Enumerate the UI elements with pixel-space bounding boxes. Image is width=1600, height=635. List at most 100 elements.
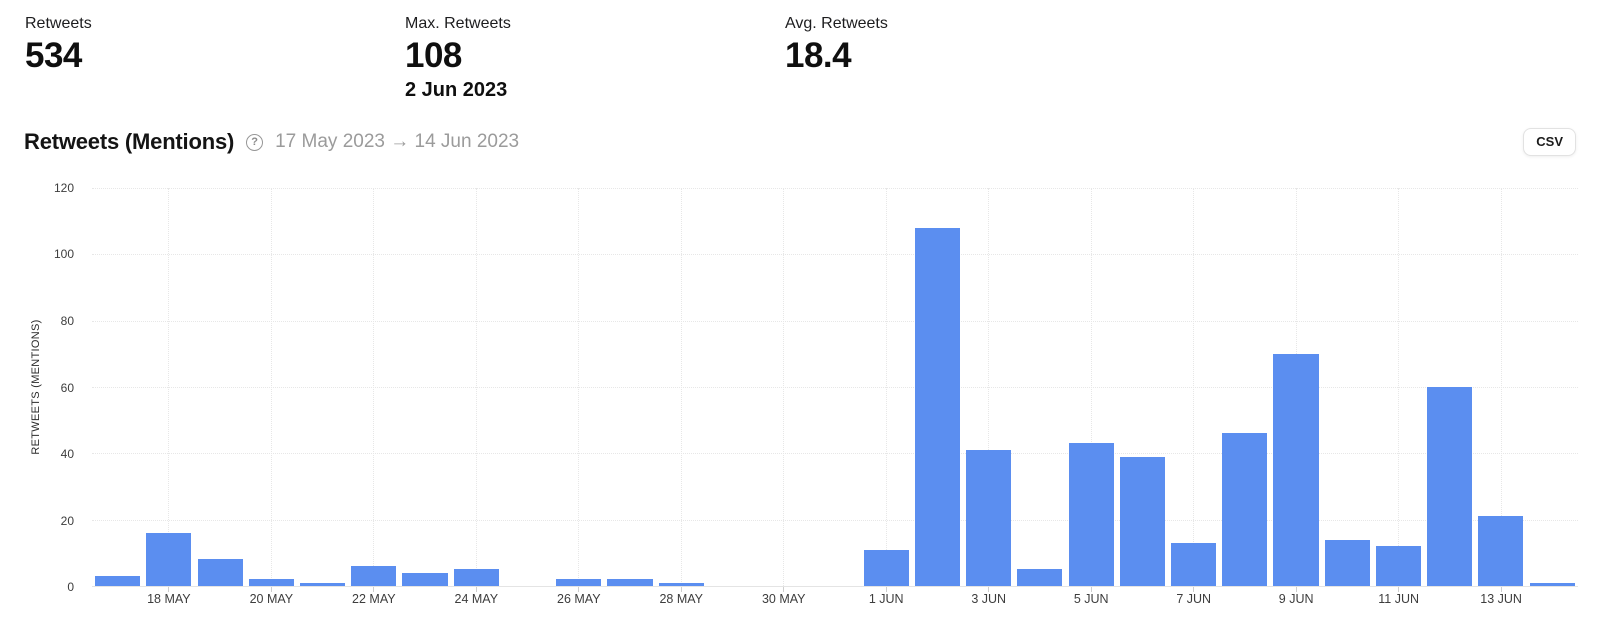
bar-20-may[interactable] — [248, 579, 294, 586]
bar-7-jun[interactable] — [1171, 542, 1217, 586]
plot-area — [92, 188, 1578, 592]
x-tick-label: 11 JUN — [1378, 592, 1420, 606]
x-tick-label: 18 MAY — [147, 592, 191, 606]
y-tick-label: 20 — [60, 513, 74, 528]
x-tick-mark — [578, 587, 580, 592]
v-gridline — [168, 188, 170, 586]
bar-10-jun[interactable] — [1324, 539, 1370, 586]
bar-slot-1-jun — [861, 188, 912, 586]
h-gridline — [92, 453, 1578, 455]
bar-8-jun[interactable] — [1222, 433, 1268, 586]
v-gridline — [475, 188, 477, 586]
bar-slot-12-jun — [1424, 188, 1475, 586]
bar-14-jun[interactable] — [1529, 582, 1575, 586]
bar-23-may[interactable] — [402, 572, 448, 586]
stat-sub-date: 2 Jun 2023 — [405, 79, 508, 102]
date-range: 17 May 2023 → 14 Jun 2023 — [275, 131, 520, 152]
bar-slot-3-jun — [963, 188, 1014, 586]
x-tick-mark — [373, 587, 375, 592]
h-gridline — [92, 387, 1578, 388]
bar-21-may[interactable] — [300, 582, 346, 586]
x-tick-label: 22 MAY — [352, 592, 396, 606]
bar-slot-6-jun — [1117, 188, 1168, 586]
h-gridline — [92, 254, 1578, 256]
bar-28-may[interactable] — [658, 582, 704, 586]
stat-label: Avg. Retweets — [785, 15, 888, 32]
bar-slot-2-jun — [912, 188, 963, 586]
bar-slot-22-may — [348, 188, 399, 586]
bar-18-may[interactable] — [146, 532, 192, 586]
bar-slot-8-jun — [1219, 188, 1270, 586]
v-gridline — [1193, 188, 1195, 586]
stat-avg-retweets: Avg. Retweets 18.4 — [785, 14, 1165, 103]
bar-slot-30-may — [758, 188, 809, 586]
bar-22-may[interactable] — [351, 566, 397, 586]
v-gridline — [578, 188, 580, 586]
stat-max-retweets: Max. Retweets 108 2 Jun 2023 — [405, 14, 785, 103]
chart-title: Retweets (Mentions) — [24, 129, 235, 154]
stat-value: 18.4 — [785, 36, 852, 76]
x-tick-label: 5 JUN — [1073, 592, 1109, 606]
bar-slot-18-may — [143, 188, 194, 586]
v-gridline — [885, 188, 887, 586]
bar-slot-14-jun — [1527, 188, 1578, 586]
stat-value: 108 — [405, 36, 462, 76]
y-tick-label: 80 — [60, 313, 74, 328]
bar-12-jun[interactable] — [1427, 387, 1473, 586]
bar-24-may[interactable] — [453, 569, 499, 586]
bar-slot-19-may — [194, 188, 245, 586]
x-tick-mark — [1090, 587, 1092, 592]
bar-slot-11-jun — [1373, 188, 1424, 586]
x-tick-label: 26 MAY — [557, 592, 601, 606]
bar-slot-10-jun — [1322, 188, 1373, 586]
csv-export-button[interactable]: CSV — [1523, 128, 1576, 156]
bar-17-may[interactable] — [95, 576, 141, 586]
bar-slot-13-jun — [1475, 188, 1526, 586]
bar-slot-21-may — [297, 188, 348, 586]
bar-series — [92, 188, 1578, 586]
x-tick-mark — [885, 587, 887, 592]
bar-26-may[interactable] — [556, 579, 602, 586]
bar-slot-20-may — [246, 188, 297, 586]
x-tick-label: 20 MAY — [249, 592, 294, 606]
x-tick-label: 28 MAY — [659, 592, 704, 606]
bar-slot-9-jun — [1270, 188, 1321, 586]
x-tick-label: 7 JUN — [1176, 592, 1212, 606]
x-tick-label: 1 JUN — [868, 592, 904, 606]
chart-header: Retweets (Mentions) ? 17 May 2023 → 14 J… — [24, 126, 1510, 158]
v-gridline — [1500, 188, 1502, 586]
x-tick-mark — [1500, 587, 1502, 592]
bar-27-may[interactable] — [607, 579, 653, 586]
bar-19-may[interactable] — [197, 559, 243, 586]
bar-slot-31-may — [809, 188, 860, 586]
bar-13-jun[interactable] — [1478, 516, 1524, 586]
bar-4-jun[interactable] — [1017, 569, 1063, 586]
x-tick-mark — [680, 587, 682, 592]
bar-9-jun[interactable] — [1273, 353, 1319, 586]
bar-5-jun[interactable] — [1068, 443, 1114, 586]
bar-6-jun[interactable] — [1119, 456, 1165, 586]
bar-1-jun[interactable] — [863, 549, 909, 586]
bar-2-jun[interactable] — [914, 227, 960, 586]
x-tick-mark — [1295, 587, 1297, 592]
bar-slot-28-may — [656, 188, 707, 586]
bar-slot-27-may — [604, 188, 655, 586]
x-tick-mark — [988, 587, 990, 592]
x-tick-mark — [475, 587, 477, 592]
y-tick-label: 40 — [60, 446, 74, 461]
v-gridline — [680, 188, 682, 586]
bar-slot-23-may — [399, 188, 450, 586]
stat-label: Retweets — [25, 15, 92, 32]
bar-slot-26-may — [553, 188, 604, 586]
x-tick-mark — [783, 587, 785, 592]
bar-11-jun[interactable] — [1375, 546, 1422, 586]
stats-row: Retweets 534 Max. Retweets 108 2 Jun 202… — [25, 14, 1165, 103]
v-gridline — [270, 188, 272, 586]
question-circle-icon[interactable]: ? — [246, 133, 264, 151]
x-tick-mark — [168, 587, 170, 592]
x-tick-mark — [1398, 587, 1400, 592]
v-gridline — [988, 188, 990, 586]
y-tick-label: 120 — [53, 181, 74, 195]
bar-3-jun[interactable] — [966, 450, 1012, 586]
